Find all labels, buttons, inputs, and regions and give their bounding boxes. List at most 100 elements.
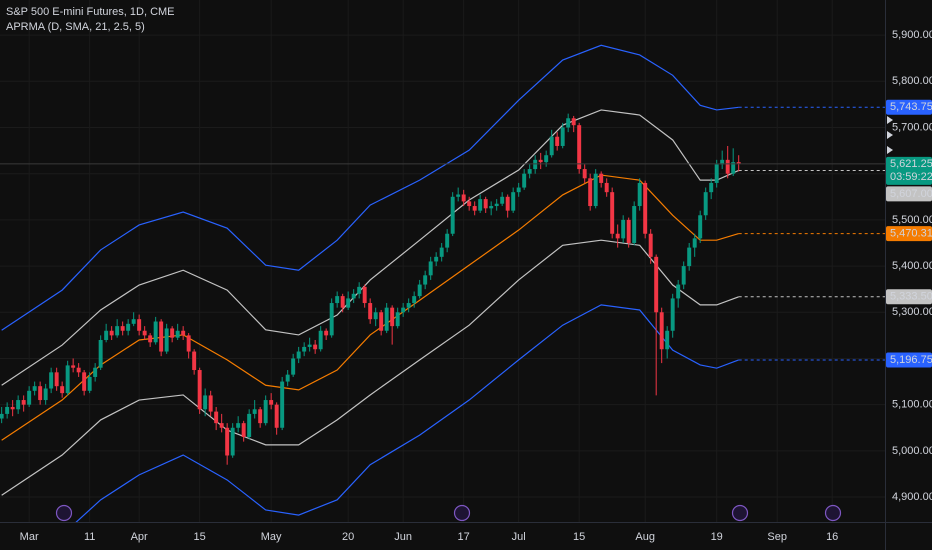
candle-body bbox=[43, 388, 48, 401]
candle-body bbox=[714, 164, 719, 183]
candle-body bbox=[159, 321, 164, 352]
candle-body bbox=[373, 312, 378, 320]
candle-body bbox=[203, 395, 208, 410]
candle-body bbox=[230, 427, 235, 456]
candle-body bbox=[406, 303, 411, 308]
candle-body bbox=[164, 328, 169, 352]
candle-body bbox=[549, 136, 554, 156]
candle-body bbox=[626, 219, 631, 243]
candle-body bbox=[500, 196, 505, 204]
candle-body bbox=[654, 256, 659, 313]
candle-body bbox=[181, 330, 186, 336]
candle-body bbox=[390, 307, 395, 327]
candle-body bbox=[93, 367, 98, 377]
last-price-label: 5,621.25 bbox=[890, 158, 932, 170]
candle-body bbox=[483, 199, 488, 209]
candle-body bbox=[621, 219, 626, 239]
candle-body bbox=[27, 390, 32, 405]
countdown-label: 03:59:22 bbox=[890, 171, 932, 183]
marker bbox=[887, 146, 893, 154]
candle-body bbox=[610, 192, 615, 234]
x-tick-label: Aug bbox=[635, 531, 655, 543]
band-price-box bbox=[886, 99, 932, 115]
x-tick-label: May bbox=[261, 531, 282, 543]
y-tick-label: 5,900.00 bbox=[892, 29, 932, 41]
candle-body bbox=[296, 351, 301, 359]
candle-body bbox=[263, 400, 268, 424]
candle-body bbox=[241, 423, 246, 438]
y-tick-label: 4,900.00 bbox=[892, 491, 932, 503]
x-tick-label: Apr bbox=[131, 531, 148, 543]
candle-body bbox=[269, 400, 274, 405]
candle-body bbox=[648, 233, 653, 257]
candle-body bbox=[346, 298, 351, 308]
band-price-label: 5,607.00 bbox=[890, 188, 932, 200]
event-icon[interactable] bbox=[453, 504, 471, 522]
candle-body bbox=[104, 330, 109, 340]
candle-body bbox=[280, 381, 285, 428]
candle-body bbox=[120, 326, 125, 331]
candle-body bbox=[577, 125, 582, 170]
event-icon[interactable] bbox=[55, 504, 73, 522]
candle-body bbox=[131, 319, 136, 324]
candle-body bbox=[82, 372, 87, 391]
indicator-label: APRMA (D, SMA, 21, 2.5, 5) bbox=[6, 21, 145, 33]
band-price-box bbox=[886, 352, 932, 368]
candle-body bbox=[0, 413, 4, 419]
candle-body bbox=[461, 194, 466, 202]
event-icon[interactable] bbox=[824, 504, 842, 522]
x-tick-label: 15 bbox=[194, 531, 206, 543]
candle-body bbox=[445, 233, 450, 248]
candle-body bbox=[731, 162, 736, 174]
candle-body bbox=[659, 312, 664, 350]
candle-body bbox=[692, 238, 697, 248]
candle-body bbox=[291, 358, 296, 375]
candle-body bbox=[329, 303, 334, 336]
candle-body bbox=[357, 286, 362, 294]
candle-body bbox=[538, 159, 543, 163]
candle-body bbox=[87, 376, 92, 391]
candle-body bbox=[285, 374, 290, 382]
candle-body bbox=[472, 206, 477, 211]
y-tick-label: 5,700.00 bbox=[892, 121, 932, 133]
candle-body bbox=[478, 199, 483, 211]
candle-body bbox=[307, 344, 312, 347]
candle-body bbox=[434, 256, 439, 262]
x-tick-label: 19 bbox=[711, 531, 723, 543]
candle-body bbox=[505, 196, 510, 211]
band-line bbox=[1, 109, 739, 386]
candle-body bbox=[126, 323, 131, 331]
side-markers bbox=[887, 116, 893, 154]
marker bbox=[887, 131, 893, 139]
candle-body bbox=[379, 312, 384, 331]
candle-body bbox=[192, 351, 197, 371]
candle-body bbox=[423, 275, 428, 285]
y-tick-label: 5,300.00 bbox=[892, 306, 932, 318]
candle-body bbox=[109, 330, 114, 336]
candle-body bbox=[16, 400, 21, 410]
band-price-box bbox=[886, 289, 932, 305]
candle-body bbox=[208, 395, 213, 412]
candle-body bbox=[428, 261, 433, 276]
band-line bbox=[1, 239, 739, 496]
event-icon[interactable] bbox=[731, 504, 749, 522]
candle-body bbox=[456, 194, 461, 197]
candle-body bbox=[197, 370, 202, 410]
candle-body bbox=[670, 298, 675, 331]
candle-body bbox=[219, 423, 224, 428]
candle-body bbox=[632, 206, 637, 243]
candle-body bbox=[604, 182, 609, 193]
candle-body bbox=[71, 365, 76, 368]
candle-body bbox=[258, 409, 263, 424]
candle-body bbox=[439, 247, 444, 257]
event-icons[interactable] bbox=[55, 504, 842, 522]
x-tick-label: Jul bbox=[512, 531, 526, 543]
band-price-label: 5,470.31 bbox=[890, 228, 932, 240]
candle-body bbox=[225, 427, 230, 456]
candle-body bbox=[687, 247, 692, 267]
candle-body bbox=[522, 173, 527, 188]
candle-body bbox=[560, 127, 565, 146]
